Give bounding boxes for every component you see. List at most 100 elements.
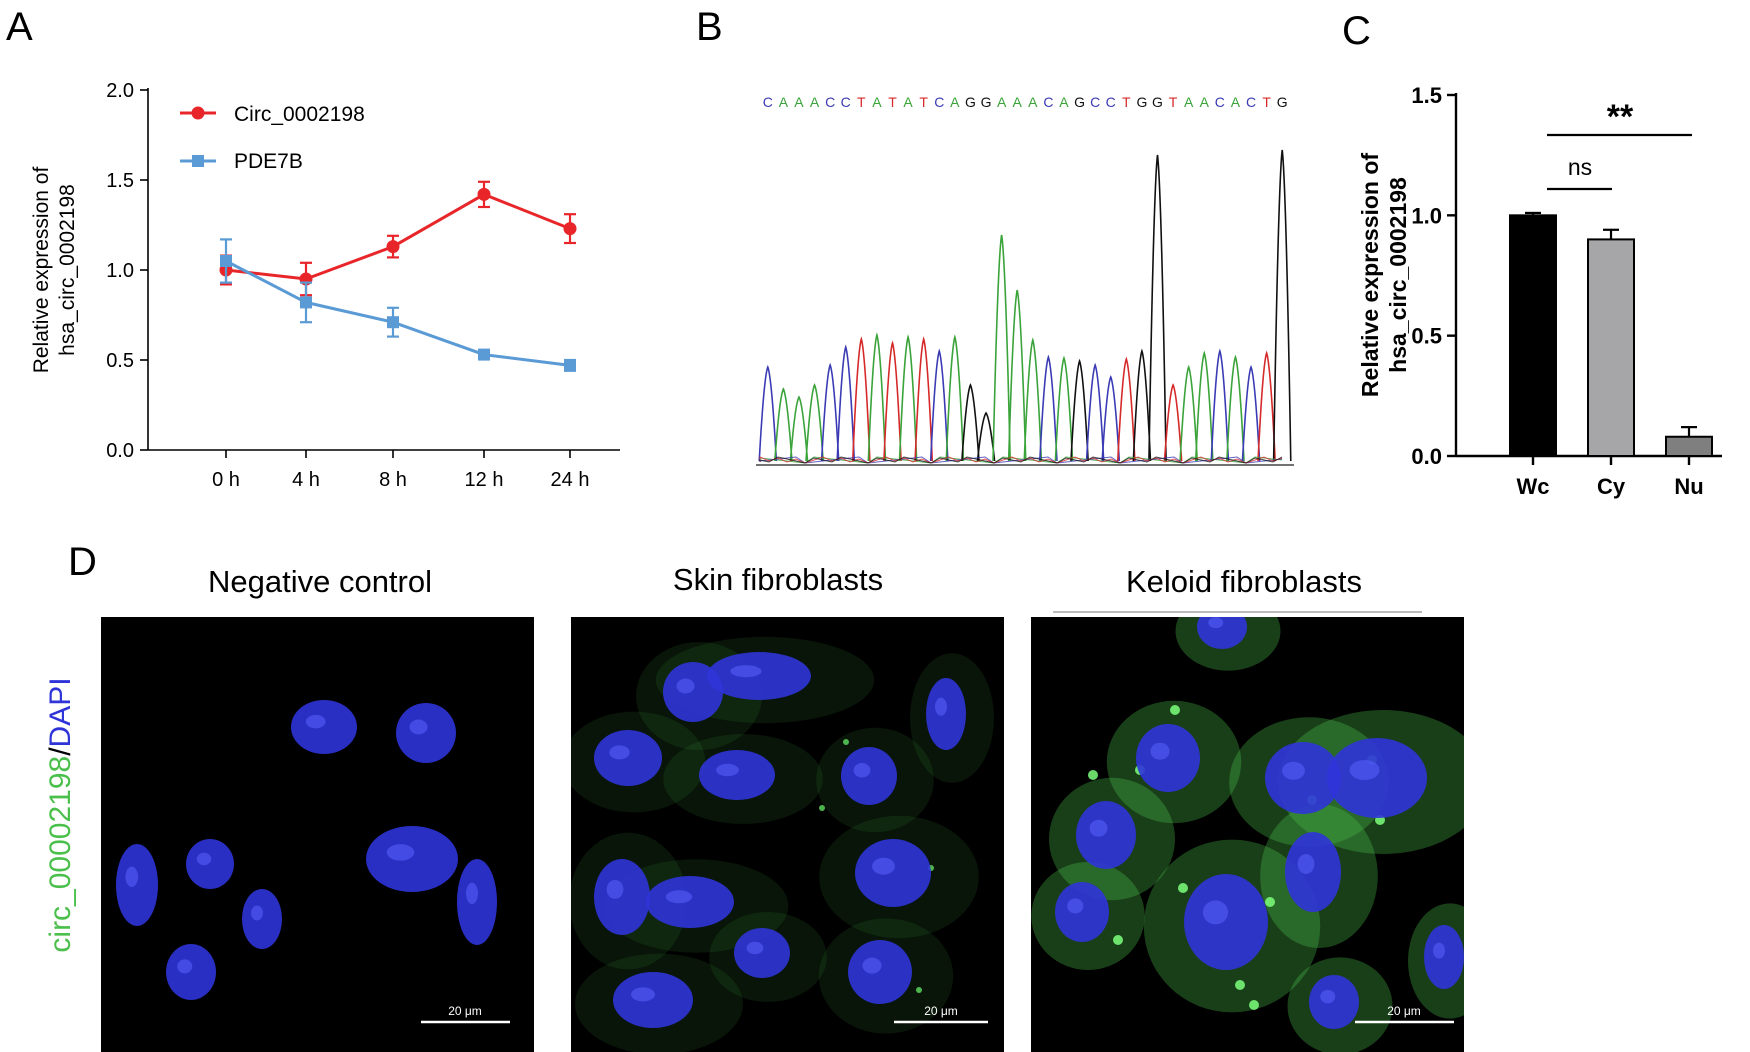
panel-c-xtick-label: Nu xyxy=(1674,474,1703,499)
chromatogram-peak xyxy=(945,334,965,462)
nucleus xyxy=(366,826,458,892)
data-point-pde7b xyxy=(220,255,232,267)
panel-letter-c: C xyxy=(1342,9,1371,53)
nucleus xyxy=(1055,882,1109,942)
panel-c-ytick-label: 0.5 xyxy=(1411,324,1442,349)
sequence-base: G xyxy=(981,94,992,110)
nucleolus xyxy=(935,697,947,716)
panel-a-ylabel-line2: hsa_circ_0002198 xyxy=(56,184,79,356)
data-point-circ xyxy=(477,187,491,201)
data-point-circ xyxy=(563,222,577,236)
nucleolus xyxy=(606,879,624,899)
nucleolus xyxy=(1208,617,1224,629)
sequence-base: C xyxy=(825,94,835,110)
chromatogram-peak xyxy=(1101,375,1121,462)
panel-c-bar-chart: Relative expression of hsa_circ_0002198 … xyxy=(1357,83,1722,499)
nucleus xyxy=(116,844,158,926)
image-title-skin-fibroblasts: Skin fibroblasts xyxy=(673,562,883,597)
sequence-base: C xyxy=(1043,94,1053,110)
nucleus xyxy=(734,928,790,978)
panel-letter-d: D xyxy=(68,540,97,584)
panel-a-ytick-label: 1.0 xyxy=(106,260,134,282)
chromatogram-peak xyxy=(1054,355,1074,462)
sequence-base: T xyxy=(1169,94,1178,110)
micrograph-content xyxy=(116,700,497,1000)
image-title-keloid-fibroblasts: Keloid fibroblasts xyxy=(1126,564,1362,599)
nucleolus xyxy=(872,857,895,875)
legend-marker-circ xyxy=(191,106,205,120)
data-point-pde7b xyxy=(387,316,399,329)
chromatogram-peak xyxy=(1226,354,1245,462)
nucleus xyxy=(291,700,357,754)
sequence-base: A xyxy=(794,94,804,110)
side-label-circ: circ_00002198 xyxy=(44,756,77,953)
sequence-base: T xyxy=(857,94,866,110)
green-puncta xyxy=(1088,770,1098,780)
scale-bar-label-3: 20 μm xyxy=(1387,1004,1421,1018)
nucleus xyxy=(1285,832,1341,912)
panel-letter-a: A xyxy=(6,5,33,49)
sequence-base: A xyxy=(1059,94,1069,110)
nucleolus xyxy=(466,882,478,905)
nucleus xyxy=(457,859,497,945)
sequence-base: A xyxy=(950,94,960,110)
nucleolus xyxy=(1202,900,1229,925)
sequence-base: G xyxy=(1074,94,1085,110)
image-title-negative-control: Negative control xyxy=(208,564,432,599)
nucleolus xyxy=(1282,761,1305,780)
chromatogram-peak xyxy=(898,334,918,462)
sig-label-double-star: ** xyxy=(1607,98,1634,136)
nucleolus xyxy=(1320,989,1336,1004)
panel-a-ytick-label: 1.5 xyxy=(106,170,134,192)
sequence-base: A xyxy=(1231,94,1241,110)
nucleus xyxy=(926,678,966,750)
nucleus xyxy=(166,944,216,1000)
chromatogram-noise xyxy=(759,456,1283,464)
sequence-base: T xyxy=(888,94,897,110)
nucleolus xyxy=(716,763,739,777)
nucleolus xyxy=(125,866,139,888)
nucleolus xyxy=(251,905,263,921)
green-puncta xyxy=(1235,980,1245,990)
panel-a-xtick-label: 8 h xyxy=(379,469,407,491)
nucleolus xyxy=(676,678,695,694)
nucleolus xyxy=(386,844,415,861)
nucleolus xyxy=(1067,898,1084,914)
nucleus xyxy=(646,876,734,928)
bar-nu xyxy=(1665,435,1713,458)
bar-cy xyxy=(1587,238,1635,457)
chromatogram-noise xyxy=(759,456,1283,464)
sequence-base: A xyxy=(1200,94,1210,110)
panel-c-ylabel-line1: Relative expression of xyxy=(1357,153,1383,397)
chromatogram-peak xyxy=(1085,362,1105,462)
chromatogram-peak xyxy=(1148,154,1167,462)
sequence-base: A xyxy=(997,94,1007,110)
green-puncta xyxy=(1178,883,1188,893)
panel-c-xtick-label: Wc xyxy=(1517,474,1550,499)
panel-a-xtick-label: 0 h xyxy=(212,469,240,491)
chromatogram-peak xyxy=(1241,364,1261,462)
chromatogram-peak xyxy=(789,395,809,462)
nucleus xyxy=(855,839,931,907)
nucleus xyxy=(1327,738,1427,818)
chromatogram-peak xyxy=(1070,358,1089,462)
chromatogram-peak xyxy=(883,340,902,462)
chromatogram-peak xyxy=(914,336,934,462)
nucleus xyxy=(699,750,775,800)
micrograph-content xyxy=(571,636,994,1052)
nucleus xyxy=(1309,975,1359,1029)
nucleus xyxy=(1184,874,1268,970)
nucleolus xyxy=(177,959,193,974)
sequence-base: A xyxy=(903,94,913,110)
green-puncta xyxy=(1170,705,1180,715)
bar-wc xyxy=(1509,214,1557,457)
sequence-base: T xyxy=(919,94,928,110)
panel-c-ytick-label: 1.0 xyxy=(1411,203,1442,228)
sequence-base: C xyxy=(763,94,773,110)
nucleolus xyxy=(305,714,326,729)
panel-c-ytick-label: 0.0 xyxy=(1411,444,1442,469)
micrograph-negative-control xyxy=(101,617,534,1052)
panel-c-ytick-label: 1.5 xyxy=(1411,83,1442,108)
